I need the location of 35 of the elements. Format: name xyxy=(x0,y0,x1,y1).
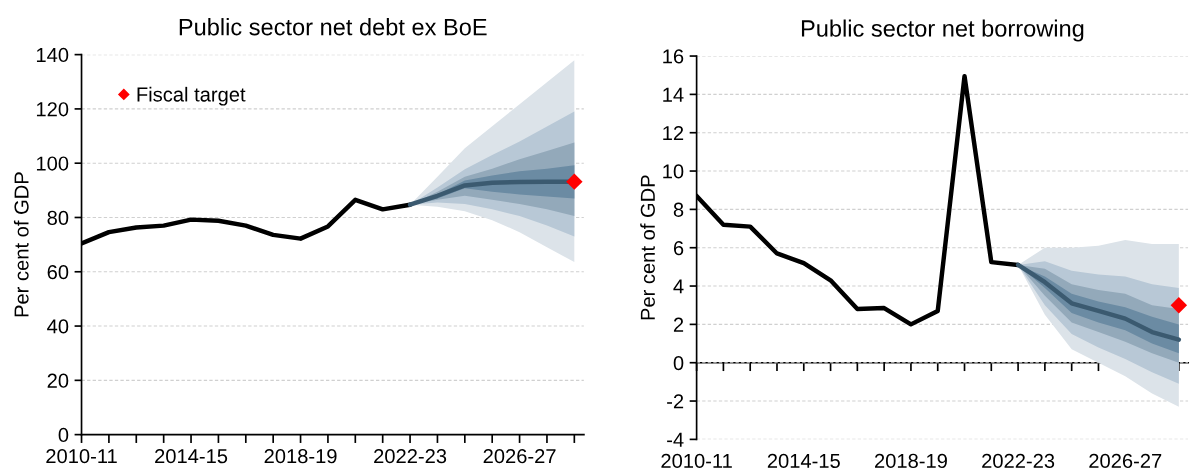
x-tick-label: 2018-19 xyxy=(264,449,337,464)
y-tick-label: 8 xyxy=(673,202,684,217)
x-tick-label: 2010-11 xyxy=(661,453,732,469)
x-tick-label: 2018-19 xyxy=(875,453,947,469)
x-tick-label: 2010-11 xyxy=(46,449,117,464)
y-tick-label: 120 xyxy=(36,102,69,117)
x-tick-label: 2026-27 xyxy=(1089,453,1162,469)
y-tick-label: 12 xyxy=(663,125,684,141)
y-tick-label: -4 xyxy=(667,432,684,447)
line-series xyxy=(1015,262,1182,342)
x-tick-label: 2026-27 xyxy=(483,449,556,464)
y-tick-label: 16 xyxy=(663,49,684,64)
y-tick-label: 4 xyxy=(673,279,684,294)
legend-label: Fiscal target xyxy=(137,86,246,106)
chart-title: Public sector net debt ex BoE xyxy=(179,18,487,36)
x-tick-label: 2022-23 xyxy=(982,453,1055,469)
y-tick-label: -2 xyxy=(667,394,684,409)
x-tick-label: 2014-15 xyxy=(767,453,840,469)
y-axis-title: Per cent of GDP xyxy=(13,172,29,317)
y-tick-label: 2 xyxy=(673,317,684,332)
chart-title: Public sector net borrowing xyxy=(801,19,1084,42)
y-tick-label: 0 xyxy=(673,355,684,371)
x-tick-label: 2014-15 xyxy=(155,449,228,464)
y-tick-label: 80 xyxy=(47,210,69,225)
x-tick-label: 2022-23 xyxy=(374,449,447,464)
y-tick-label: 6 xyxy=(673,240,684,256)
y-tick-label: 10 xyxy=(663,164,684,179)
y-axis-title: Per cent of GDP xyxy=(640,175,655,320)
y-tick-label: 0 xyxy=(58,427,69,443)
y-tick-label: 140 xyxy=(36,47,69,63)
y-tick-label: 20 xyxy=(47,373,69,388)
y-tick-label: 14 xyxy=(663,87,684,102)
y-tick-label: 100 xyxy=(36,156,69,171)
y-tick-label: 60 xyxy=(47,265,69,280)
y-tick-label: 40 xyxy=(47,319,69,334)
